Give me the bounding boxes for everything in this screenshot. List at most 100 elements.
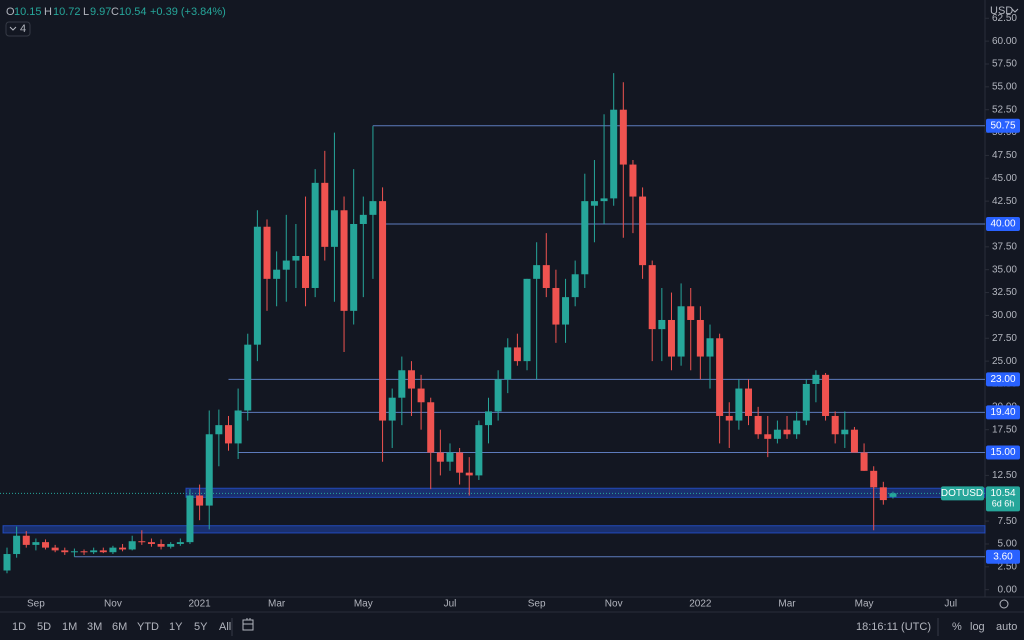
axis-option[interactable]: % [952, 621, 962, 633]
range-button[interactable]: 5Y [194, 621, 208, 633]
ohlc-value: 10.15 [14, 6, 42, 18]
candle-body [427, 402, 435, 453]
indicator-count: 4 [20, 23, 26, 35]
countdown: 6d 6h [992, 499, 1015, 509]
candle-body [513, 347, 521, 362]
range-button[interactable]: 1D [12, 621, 26, 633]
y-tick-label: 0.00 [998, 584, 1018, 595]
candle-body [292, 255, 300, 261]
currency-arrow [1011, 8, 1019, 13]
x-tick-label: Nov [104, 599, 122, 610]
range-button[interactable]: All [219, 621, 231, 633]
candle-body [504, 347, 512, 380]
candle-body [417, 388, 425, 403]
y-tick-label: 45.00 [992, 173, 1017, 184]
candle-body [648, 265, 656, 330]
candle-body [542, 265, 550, 288]
range-button[interactable]: 1M [62, 621, 77, 633]
range-button[interactable]: 1Y [169, 621, 183, 633]
x-tick-label: Mar [778, 599, 796, 610]
candle-body [205, 434, 213, 506]
candle-body [533, 265, 541, 279]
candle-body [436, 452, 444, 462]
ohlc-value: 10.72 [53, 6, 81, 18]
range-button[interactable]: 5D [37, 621, 51, 633]
level-label: 15.00 [990, 447, 1015, 458]
plot [0, 73, 986, 574]
range-button[interactable]: 3M [87, 621, 102, 633]
y-tick-label: 27.50 [992, 333, 1017, 344]
axis-option[interactable]: auto [996, 621, 1017, 633]
toolbar: 18:16:11 (UTC) 1D 5D 1M 3M 6M YTD 1Y 5Y All% log a… [12, 618, 1017, 636]
candle-body [22, 535, 30, 545]
candle-body [850, 429, 858, 453]
candle-body [485, 411, 492, 426]
x-tick-label: May [855, 599, 874, 610]
clock: 18:16:11 (UTC) [856, 621, 931, 633]
settings-icon[interactable] [999, 599, 1009, 609]
candle-body [350, 223, 358, 311]
candle-body [379, 201, 387, 421]
candle-body [831, 415, 839, 435]
candle-body [70, 551, 78, 553]
candle-body [802, 383, 810, 421]
x-tick-label: May [354, 599, 373, 610]
candle-body [812, 374, 820, 384]
y-tick-label: 55.00 [992, 81, 1017, 92]
candle-body [619, 109, 627, 165]
symbol-label: DOTUSD [941, 488, 983, 499]
zone [2, 525, 986, 534]
candle-body [90, 550, 98, 553]
indicator-arrow [9, 26, 17, 31]
candle-body [157, 543, 165, 547]
candle-body [147, 542, 155, 544]
candle-body [822, 374, 830, 416]
candle-body [783, 429, 791, 435]
candle-body [109, 547, 117, 553]
candle-body [793, 420, 801, 435]
range-button[interactable]: YTD [137, 621, 159, 633]
currency: USD [990, 5, 1013, 17]
range-button[interactable]: 6M [112, 621, 127, 633]
candle-body [735, 388, 743, 421]
candle-body [552, 287, 560, 325]
candle-body [398, 370, 406, 398]
candle-body [629, 164, 637, 197]
candle-body [224, 425, 232, 444]
candle-body [870, 470, 878, 488]
candle-body [446, 452, 454, 462]
ohlc-value: 9.97 [90, 6, 111, 18]
candle-body [196, 495, 204, 506]
ohlc-value: 10.54 [119, 6, 147, 18]
indicator-toggle[interactable] [5, 21, 31, 37]
candle-body [369, 201, 377, 215]
x-tick-label: Jul [444, 599, 457, 610]
level-label: 23.00 [990, 374, 1015, 385]
x-tick-label: Sep [27, 599, 45, 610]
candle-body [706, 338, 714, 357]
candle-body [273, 269, 281, 279]
y-tick-label: 42.50 [992, 196, 1017, 207]
ohlc-header: O 10.15 H 10.72 L 9.97 C 10.54 +0.39 (+3… [6, 6, 226, 18]
y-tick-label: 37.50 [992, 241, 1017, 252]
ohlc-letter: L [83, 6, 89, 18]
candle-body [667, 319, 675, 357]
candle-body [745, 388, 753, 416]
axis-option[interactable]: log [970, 621, 985, 633]
candle-body [889, 493, 897, 497]
date-range-icon[interactable] [242, 618, 254, 631]
candle-body [523, 278, 531, 362]
candle-body [128, 541, 136, 550]
x-tick-label: Nov [605, 599, 623, 610]
x-tick-label: 2022 [689, 599, 712, 610]
candle-body [716, 338, 724, 416]
y-tick-label: 25.00 [992, 356, 1017, 367]
y-tick-label: 17.50 [992, 424, 1017, 435]
candle-body [51, 547, 59, 551]
candle-body [176, 542, 184, 544]
candle-body [99, 550, 107, 553]
candle-body [340, 210, 348, 311]
candle-body [138, 541, 146, 543]
candle-body [696, 319, 704, 357]
